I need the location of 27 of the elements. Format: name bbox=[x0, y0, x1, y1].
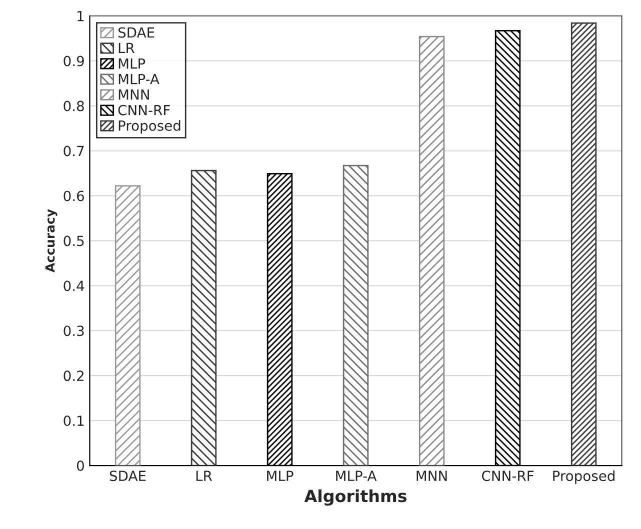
x-tick-label: MLP-A bbox=[336, 470, 377, 481]
legend-label: MLP-A bbox=[118, 74, 160, 84]
x-tick-label: CNN-RF bbox=[482, 470, 534, 482]
legend-label: MLP bbox=[118, 58, 146, 69]
x-tick-label: LR bbox=[196, 470, 212, 481]
y-tick-label: 0.2 bbox=[64, 370, 84, 382]
y-tick-label: 0.6 bbox=[64, 190, 84, 202]
x-tick-label: Proposed bbox=[553, 470, 614, 484]
y-tick-label: 0.8 bbox=[64, 100, 84, 112]
legend-label: MNN bbox=[118, 90, 149, 100]
legend-label: SDAE bbox=[118, 27, 154, 38]
legend-label: CNN-RF bbox=[118, 104, 170, 116]
y-axis-title: Accuracy bbox=[45, 209, 58, 272]
y-tick-label: 0.3 bbox=[64, 326, 84, 336]
y-tick-label: 0 bbox=[76, 460, 84, 471]
x-tick-label: SDAE bbox=[110, 470, 146, 482]
legend-label: Proposed bbox=[118, 120, 180, 134]
legend-label: LR bbox=[118, 42, 135, 54]
y-tick-label: 1 bbox=[78, 11, 84, 22]
x-tick-label: MNN bbox=[416, 470, 447, 481]
y-tick-label: 0.7 bbox=[64, 146, 84, 156]
y-tick-label: 0.4 bbox=[64, 280, 84, 292]
x-axis-title: Algorithms bbox=[304, 489, 406, 506]
x-tick-label: MLP bbox=[267, 470, 294, 481]
y-tick-label: 0.5 bbox=[64, 236, 84, 246]
y-tick-label: 0.1 bbox=[64, 416, 84, 426]
y-tick-label: 0.9 bbox=[64, 56, 84, 66]
